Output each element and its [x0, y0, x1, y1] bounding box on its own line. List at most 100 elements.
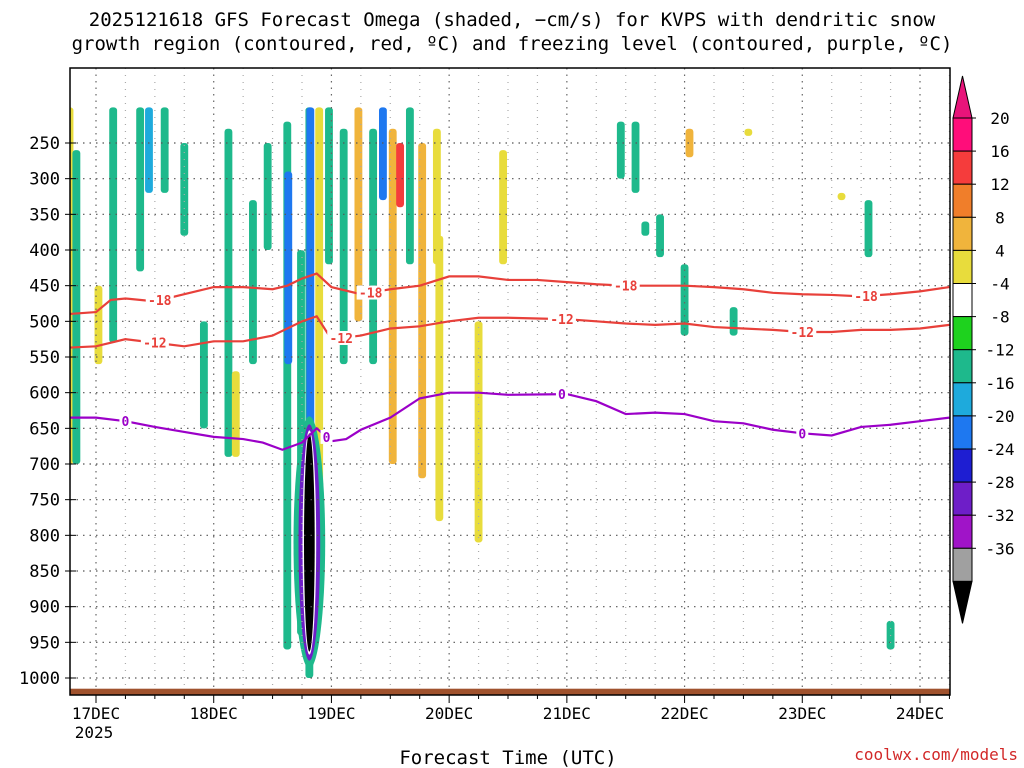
chart-title-line1: 2025121618 GFS Forecast Omega (shaded, −… [89, 9, 936, 31]
colorbar-bin [953, 416, 972, 449]
omega-feature [656, 214, 664, 257]
colorbar-bin [953, 250, 972, 283]
y-tick-label: 350 [29, 205, 60, 225]
omega-feature [838, 193, 846, 200]
colorbar-legend: 20 16 12 8 4 -4 -8 -12 -16 -20 -24 -28 -32 -36 [953, 76, 1014, 623]
freezing-level-contour [67, 393, 950, 450]
colorbar-label: 20 [990, 109, 1009, 128]
y-tick-label: 950 [29, 633, 60, 653]
omega-feature [396, 143, 404, 207]
contour-label: 0 [798, 427, 806, 442]
colorbar-bin [953, 151, 972, 184]
omega-feature [617, 122, 625, 179]
contour-label: -12 [791, 326, 814, 341]
omega-feature [306, 107, 314, 464]
contour-label: 0 [558, 388, 566, 403]
omega-feature [865, 200, 873, 257]
y-tick-label: 500 [29, 312, 60, 332]
contour-label: -12 [329, 332, 352, 347]
omega-feature [406, 107, 414, 264]
year-label: 2025 [75, 723, 114, 742]
y-tick-label: 300 [29, 170, 60, 190]
colorbar-label: 4 [995, 241, 1005, 260]
colorbar-label: 8 [995, 208, 1005, 227]
colorbar-bin [953, 548, 972, 581]
omega-time-height-chart: 2025121618 GFS Forecast Omega (shaded, −… [0, 0, 1024, 768]
y-axis-pressure-ticks: 250 300 350 400 450 500 550 600 650 700 750 800 850 9… [19, 134, 76, 689]
colorbar-label: -4 [990, 275, 1009, 294]
omega-feature [686, 129, 694, 158]
omega-feature [369, 129, 377, 364]
y-tick-label: 550 [29, 348, 60, 368]
colorbar-label: 12 [990, 175, 1009, 194]
x-tick-label: 17DEC [72, 704, 120, 723]
x-tick-label: 24DEC [896, 704, 944, 723]
omega-feature [145, 107, 153, 193]
colorbar-label: -8 [990, 308, 1009, 327]
omega-feature [379, 107, 387, 200]
y-tick-label: 650 [29, 419, 60, 439]
omega-feature [264, 143, 272, 250]
colorbar-bin [953, 482, 972, 515]
y-tick-label: 250 [29, 134, 60, 154]
x-tick-label: 21DEC [543, 704, 591, 723]
y-tick-label: 850 [29, 562, 60, 582]
colorbar-label: -24 [986, 440, 1015, 459]
colorbar-label: -12 [986, 341, 1015, 360]
omega-feature [499, 150, 507, 264]
x-axis-time-ticks: 17DEC 18DEC 19DEC 20DEC 21DEC 22DEC 23DEC 24DEC [72, 695, 950, 723]
y-tick-label: 700 [29, 455, 60, 475]
colorbar-bin [953, 184, 972, 217]
colorbar-bin [953, 350, 972, 383]
omega-feature [180, 143, 188, 236]
contour-label: -12 [143, 337, 166, 352]
y-tick-label: 800 [29, 526, 60, 546]
dgz-minus18-contour [67, 274, 950, 315]
omega-feature [632, 122, 640, 193]
colorbar-label: -32 [986, 506, 1015, 525]
colorbar-bin [953, 317, 972, 350]
omega-feature [225, 129, 233, 457]
contour-label: -18 [148, 294, 172, 309]
y-tick-label: 1000 [19, 669, 60, 689]
x-tick-label: 23DEC [778, 704, 826, 723]
omega-feature [232, 371, 240, 457]
x-tick-label: 22DEC [660, 704, 708, 723]
contour-label: 0 [122, 415, 130, 430]
y-tick-label: 600 [29, 384, 60, 404]
contour-label: 0 [323, 431, 331, 446]
colorbar-bin [953, 217, 972, 250]
omega-feature [161, 107, 169, 193]
omega-core [304, 433, 315, 651]
y-tick-label: 750 [29, 491, 60, 511]
y-tick-label: 400 [29, 241, 60, 261]
colorbar-label: -28 [986, 473, 1015, 492]
colorbar-label: -36 [986, 539, 1015, 558]
contour-label: -18 [359, 287, 383, 302]
contour-label: -18 [854, 290, 878, 305]
colorbar-label: 16 [990, 142, 1009, 161]
credit-link[interactable]: coolwx.com/models [854, 745, 1018, 764]
x-tick-label: 20DEC [425, 704, 473, 723]
omega-feature [284, 172, 292, 365]
x-tick-label: 18DEC [190, 704, 238, 723]
omega-feature [95, 286, 103, 364]
colorbar-bin [953, 449, 972, 482]
y-tick-label: 900 [29, 598, 60, 618]
colorbar-top-arrow [953, 76, 972, 118]
chart-title-line2: growth region (contoured, red, ºC) and f… [72, 33, 953, 55]
contour-label: -12 [550, 313, 573, 328]
x-axis-title: Forecast Time (UTC) [399, 747, 616, 768]
colorbar-bin [953, 515, 972, 548]
x-tick-label: 19DEC [307, 704, 355, 723]
colorbar-label: -16 [986, 374, 1015, 393]
y-tick-label: 450 [29, 277, 60, 297]
colorbar-bottom-arrow [953, 581, 972, 623]
omega-feature [200, 321, 208, 428]
omega-feature [136, 107, 144, 271]
colorbar-bin [953, 383, 972, 416]
ground-terrain [70, 689, 950, 695]
omega-feature [641, 221, 649, 235]
dgz-minus12-contour [67, 316, 950, 347]
omega-feature [340, 129, 348, 364]
